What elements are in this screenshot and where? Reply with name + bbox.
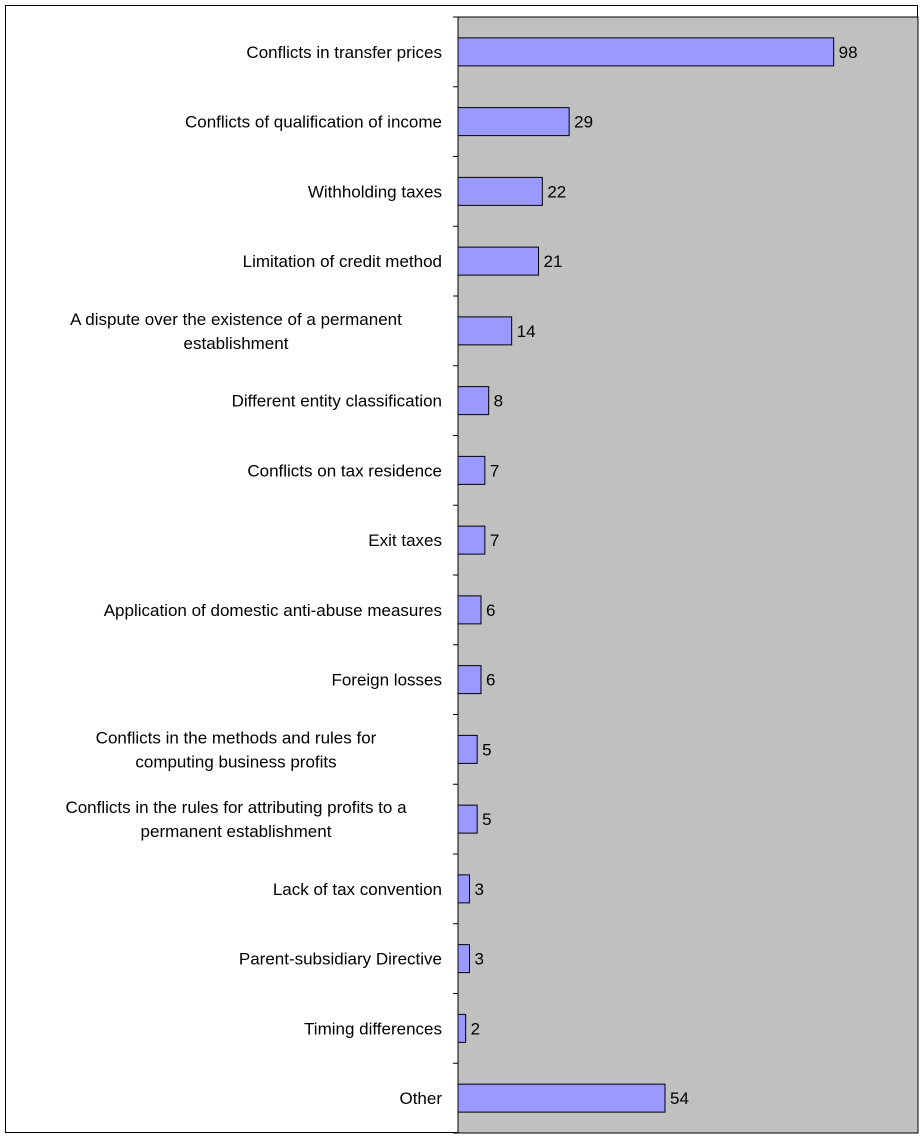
category-axis bbox=[453, 16, 459, 1134]
category-label: Conflicts on tax residence bbox=[247, 461, 442, 480]
data-label: 2 bbox=[471, 1019, 480, 1038]
category-label: Exit taxes bbox=[368, 531, 442, 550]
data-label: 5 bbox=[482, 740, 491, 759]
data-label: 8 bbox=[494, 392, 503, 411]
bar bbox=[457, 246, 539, 276]
bar bbox=[457, 734, 478, 764]
data-label: 3 bbox=[475, 880, 484, 899]
category-label: Conflicts in transfer prices bbox=[246, 43, 442, 62]
bar bbox=[457, 455, 486, 485]
bars-group: 98 29 22 21 14 8 7 7 6 6 5 5 3 3 2 54 bbox=[457, 37, 858, 1113]
bar bbox=[457, 107, 570, 137]
category-label: establishment bbox=[184, 334, 289, 353]
bar bbox=[457, 37, 835, 67]
data-label: 5 bbox=[482, 810, 491, 829]
category-label: Lack of tax convention bbox=[273, 880, 442, 899]
bar bbox=[457, 944, 470, 974]
data-label: 98 bbox=[839, 43, 858, 62]
bar bbox=[457, 595, 482, 625]
data-label: 6 bbox=[486, 601, 495, 620]
data-label: 3 bbox=[475, 950, 484, 969]
category-label: Foreign losses bbox=[331, 671, 442, 690]
category-label: Different entity classification bbox=[232, 392, 442, 411]
data-label: 14 bbox=[517, 322, 536, 341]
data-label: 54 bbox=[670, 1089, 689, 1108]
category-label: Conflicts in the methods and rules for bbox=[96, 728, 377, 747]
category-label: Parent-subsidiary Directive bbox=[239, 950, 442, 969]
bar bbox=[457, 1013, 467, 1043]
bar bbox=[457, 386, 490, 416]
category-label: permanent establishment bbox=[141, 822, 332, 841]
data-label: 21 bbox=[544, 252, 563, 271]
category-label: Conflicts of qualification of income bbox=[185, 113, 442, 132]
data-label: 22 bbox=[547, 182, 566, 201]
category-label: Withholding taxes bbox=[308, 182, 442, 201]
category-label: Timing differences bbox=[304, 1019, 442, 1038]
category-label: Other bbox=[399, 1089, 442, 1108]
bar bbox=[457, 804, 478, 834]
bar bbox=[457, 874, 470, 904]
data-label: 7 bbox=[490, 461, 499, 480]
bar bbox=[457, 525, 486, 555]
data-label: 7 bbox=[490, 531, 499, 550]
category-label: Conflicts in the rules for attributing p… bbox=[65, 798, 407, 817]
bar bbox=[457, 176, 543, 206]
category-labels-group: Conflicts in transfer prices Conflicts of… bbox=[65, 43, 442, 1108]
data-label: 6 bbox=[486, 671, 495, 690]
data-label: 29 bbox=[574, 113, 593, 132]
category-label: Application of domestic anti-abuse measu… bbox=[104, 601, 442, 620]
bar bbox=[457, 1083, 666, 1113]
category-label: A dispute over the existence of a perman… bbox=[70, 310, 402, 329]
category-label: Limitation of credit method bbox=[243, 252, 442, 271]
category-label: computing business profits bbox=[135, 752, 336, 771]
bar bbox=[457, 316, 513, 346]
bar bbox=[457, 665, 482, 695]
